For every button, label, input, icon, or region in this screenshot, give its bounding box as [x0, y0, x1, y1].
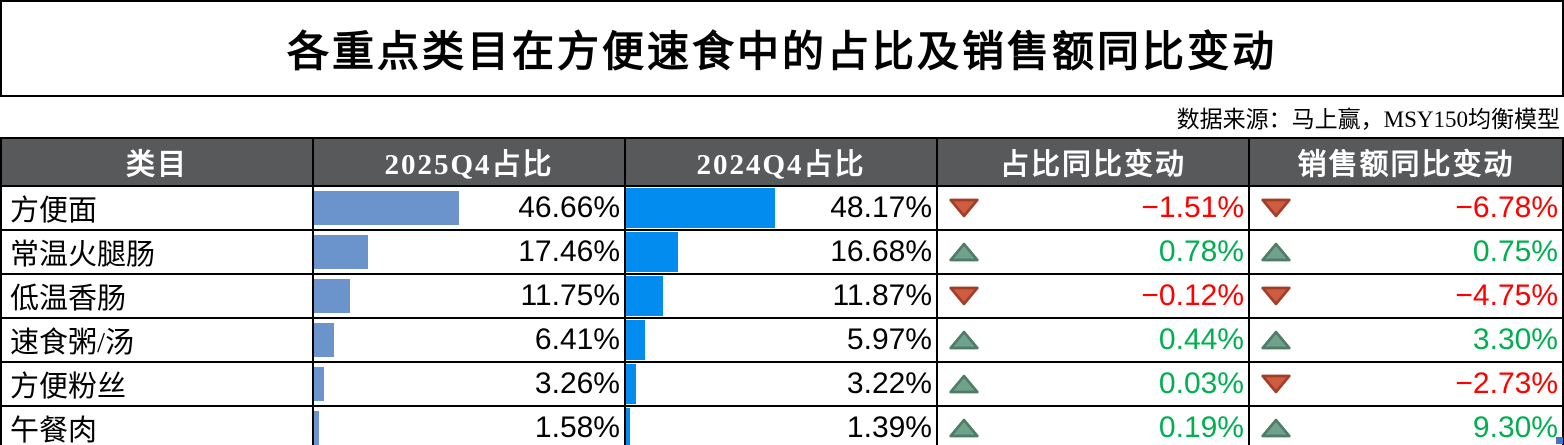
share-change-cell: 0.19%: [938, 407, 1250, 445]
share-2024-value: 11.87%: [832, 279, 932, 312]
share-2025-value: 46.66%: [518, 191, 620, 224]
share-change-cell: 0.78%: [938, 231, 1250, 273]
category-cell: 方便粉丝: [2, 363, 314, 405]
sales-change-cell: −2.73%: [1250, 363, 1562, 405]
share-2025-value: 17.46%: [518, 235, 620, 268]
share-2025-cell: 46.66%: [314, 187, 626, 229]
table-row: 速食粥/汤 6.41% 5.97% 0.44% 3.30%: [2, 319, 1562, 363]
share-change-value: 0.19%: [1158, 411, 1244, 444]
trend-triangle-icon: [946, 284, 982, 308]
share-2025-cell: 6.41%: [314, 319, 626, 361]
col-header-share-change: 占比同比变动: [938, 139, 1250, 185]
share-2025-cell: 3.26%: [314, 363, 626, 405]
sales-change-value: −4.75%: [1455, 279, 1558, 312]
sales-change-cell: 9.30%: [1250, 407, 1562, 445]
share-2024-cell: 48.17%: [626, 187, 938, 229]
share-change-cell: 0.03%: [938, 363, 1250, 405]
share-2024-value: 48.17%: [830, 191, 932, 224]
share-2024-bar: [626, 320, 645, 360]
data-table: 类目 2025Q4占比 2024Q4占比 占比同比变动 销售额同比变动 方便面 …: [0, 137, 1564, 445]
sales-change-value: −6.78%: [1455, 191, 1558, 224]
selection-handle-dot: [1556, 437, 1563, 444]
page-title: 各重点类目在方便速食中的占比及销售额同比变动: [0, 0, 1564, 97]
share-2024-bar: [626, 232, 678, 272]
share-2025-bar: [314, 367, 325, 401]
share-2024-value: 5.97%: [846, 323, 932, 356]
trend-triangle-icon: [1258, 196, 1294, 220]
trend-triangle-icon: [1258, 416, 1294, 440]
share-change-value: −0.12%: [1141, 279, 1244, 312]
table-row: 方便面 46.66% 48.17% −1.51% −6.78%: [2, 187, 1562, 231]
sales-change-cell: 3.30%: [1250, 319, 1562, 361]
trend-triangle-icon: [1258, 284, 1294, 308]
trend-triangle-icon: [946, 240, 982, 264]
share-change-value: 0.03%: [1158, 367, 1244, 400]
category-cell: 午餐肉: [2, 407, 314, 445]
table-header-row: 类目 2025Q4占比 2024Q4占比 占比同比变动 销售额同比变动: [2, 139, 1562, 187]
share-2024-bar: [626, 364, 636, 404]
share-change-value: −1.51%: [1141, 191, 1244, 224]
table-row: 低温香肠 11.75% 11.87% −0.12% −4.75%: [2, 275, 1562, 319]
share-2025-bar: [314, 235, 369, 269]
share-2024-value: 1.39%: [846, 411, 932, 444]
sales-change-cell: −4.75%: [1250, 275, 1562, 317]
sales-change-value: 0.75%: [1472, 235, 1558, 268]
trend-triangle-icon: [1258, 240, 1294, 264]
sales-change-cell: −6.78%: [1250, 187, 1562, 229]
trend-triangle-icon: [946, 196, 982, 220]
trend-triangle-icon: [1258, 372, 1294, 396]
share-2024-cell: 16.68%: [626, 231, 938, 273]
share-2025-cell: 11.75%: [314, 275, 626, 317]
share-change-cell: −1.51%: [938, 187, 1250, 229]
share-2025-cell: 17.46%: [314, 231, 626, 273]
category-cell: 方便面: [2, 187, 314, 229]
sales-change-value: −2.73%: [1455, 367, 1558, 400]
share-2024-bar: [626, 408, 631, 445]
table-row: 常温火腿肠 17.46% 16.68% 0.78% 0.75%: [2, 231, 1562, 275]
trend-triangle-icon: [946, 328, 982, 352]
share-change-value: 0.78%: [1158, 235, 1244, 268]
category-cell: 低温香肠: [2, 275, 314, 317]
sales-change-cell: 0.75%: [1250, 231, 1562, 273]
category-cell: 常温火腿肠: [2, 231, 314, 273]
share-change-value: 0.44%: [1158, 323, 1244, 356]
share-2025-bar: [314, 279, 351, 313]
col-header-sales-change: 销售额同比变动: [1297, 149, 1515, 181]
share-change-cell: 0.44%: [938, 319, 1250, 361]
table-row: 方便粉丝 3.26% 3.22% 0.03% −2.73%: [2, 363, 1562, 407]
share-2025-value: 3.26%: [534, 367, 620, 400]
col-header-2024q4-share: 2024Q4占比: [626, 139, 938, 185]
share-2024-bar: [626, 276, 663, 316]
share-2024-value: 3.22%: [846, 367, 932, 400]
category-cell: 速食粥/汤: [2, 319, 314, 361]
share-2025-value: 1.58%: [534, 411, 620, 444]
col-header-category: 类目: [2, 139, 314, 185]
share-2024-cell: 5.97%: [626, 319, 938, 361]
share-2024-cell: 3.22%: [626, 363, 938, 405]
share-2025-bar: [314, 411, 319, 445]
share-2024-bar: [626, 188, 776, 228]
trend-triangle-icon: [946, 372, 982, 396]
table-row: 午餐肉 1.58% 1.39% 0.19% 9.30%: [2, 407, 1562, 445]
trend-triangle-icon: [1258, 328, 1294, 352]
share-2025-value: 11.75%: [520, 279, 620, 312]
sales-change-value: 3.30%: [1472, 323, 1558, 356]
share-2025-cell: 1.58%: [314, 407, 626, 445]
source-note: 数据来源：马上赢，MSY150均衡模型: [1176, 107, 1560, 132]
share-2024-cell: 11.87%: [626, 275, 938, 317]
share-2024-value: 16.68%: [830, 235, 932, 268]
share-2025-value: 6.41%: [534, 323, 620, 356]
share-2024-cell: 1.39%: [626, 407, 938, 445]
col-header-2025q4-share: 2025Q4占比: [314, 139, 626, 185]
sales-change-value: 9.30%: [1472, 411, 1558, 444]
share-2025-bar: [314, 191, 459, 225]
share-2025-bar: [314, 323, 334, 357]
share-change-cell: −0.12%: [938, 275, 1250, 317]
trend-triangle-icon: [946, 416, 982, 440]
